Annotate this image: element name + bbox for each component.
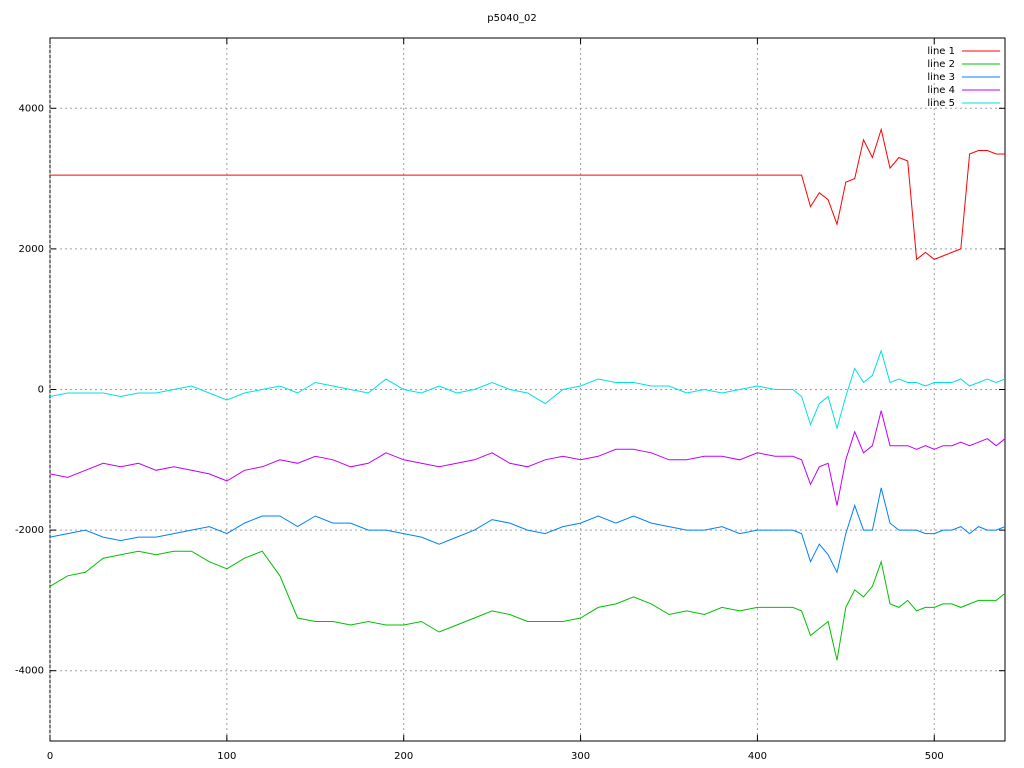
- series-line: [49, 550, 1006, 661]
- chart-title: p5040_02: [487, 13, 537, 24]
- x-tick-label: 500: [925, 751, 944, 762]
- x-tick-label: 0: [47, 751, 53, 762]
- legend-label: line 5: [927, 98, 955, 109]
- series-line: [50, 127, 1005, 261]
- x-tick-label: 300: [571, 751, 590, 762]
- legend-label: line 3: [927, 72, 955, 83]
- y-tick-label: -4000: [15, 666, 44, 677]
- y-tick-label: -2000: [15, 525, 44, 536]
- legend-label: line 4: [927, 85, 955, 96]
- x-tick-label: 100: [217, 751, 236, 762]
- y-tick-label: 4000: [19, 103, 44, 114]
- series-line: [49, 487, 1006, 574]
- legend-label: line 2: [927, 59, 955, 70]
- y-tick-label: 2000: [19, 244, 44, 255]
- series-line: [49, 410, 1006, 506]
- series-line: [49, 349, 1006, 431]
- y-tick-label: 0: [38, 385, 44, 396]
- legend-label: line 1: [927, 46, 955, 57]
- x-tick-label: 400: [748, 751, 767, 762]
- x-tick-label: 200: [394, 751, 413, 762]
